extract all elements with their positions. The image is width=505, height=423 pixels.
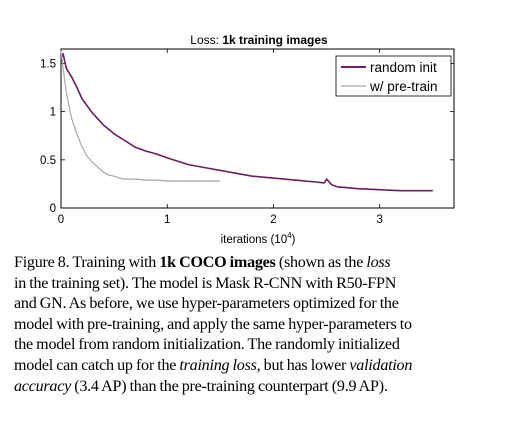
- x-axis: 0 1 2 3: [58, 49, 383, 226]
- caption-text: (shown as the: [275, 254, 367, 271]
- caption-italic-text: training loss: [179, 356, 257, 374]
- x-tick-label: 3: [376, 214, 382, 226]
- figure-caption: Figure 8. Training with 1k COCO images (…: [14, 253, 492, 397]
- plot-area: [60, 48, 455, 209]
- series-line-random-init: [60, 52, 433, 192]
- x-axis-label-close: ): [292, 234, 296, 246]
- caption-italic-text: loss: [366, 254, 391, 271]
- chart-title: Loss: 1k training images: [190, 33, 328, 47]
- caption-text: and GN. As before, we use hyper-paramete…: [14, 295, 399, 313]
- legend-box: [335, 55, 452, 97]
- y-tick-label: 0.5: [40, 155, 56, 167]
- caption-text: Figure 8. Training with: [14, 254, 160, 271]
- caption-italic-text: validation: [349, 356, 413, 374]
- x-tick-label: 0: [58, 214, 64, 226]
- x-axis-label-base: iterations (10: [221, 234, 287, 246]
- caption-italic-text: accuracy: [14, 377, 71, 395]
- x-tick-label: 1: [164, 214, 170, 226]
- caption-line: in the training set). The model is Mask …: [14, 274, 492, 295]
- caption-line: and GN. As before, we use hyper-paramete…: [14, 294, 492, 315]
- x-axis-label-exponent: 4: [287, 231, 292, 240]
- legend-label-random-init: random init: [370, 60, 437, 75]
- y-tick-label: 1.5: [40, 58, 56, 70]
- caption-bold-text: 1k COCO images: [159, 254, 276, 271]
- y-axis: 0 0.5 1 1.5: [40, 58, 454, 215]
- caption-text: model with pre-training, and apply the s…: [14, 315, 412, 333]
- series-layer: [60, 50, 433, 192]
- caption-line: the model from random initialization. Th…: [14, 335, 492, 356]
- caption-line: model can catch up for the training loss…: [14, 356, 492, 377]
- caption-line: accuracy (3.4 AP) than the pre-training …: [14, 377, 492, 398]
- x-tick-label: 2: [270, 214, 276, 226]
- caption-text: in the training set). The model is Mask …: [14, 274, 397, 292]
- caption-line: model with pre-training, and apply the s…: [14, 315, 492, 336]
- y-tick-label: 1: [50, 107, 56, 119]
- x-axis-label: iterations (104): [221, 231, 296, 246]
- chart-title-prefix: Loss:: [190, 33, 222, 47]
- y-tick-label: 0: [50, 203, 56, 215]
- caption-text: the model from random initialization. Th…: [14, 336, 400, 354]
- loss-chart-figure: Loss: 1k training images 0 0.5 1 1.5 0 1 2 3 r…: [40, 33, 455, 246]
- caption-text: (3.4 AP) than the pre-training counterpa…: [70, 377, 388, 395]
- caption-line: Figure 8. Training with 1k COCO images (…: [14, 253, 492, 274]
- legend-label-pre-train: w/ pre-train: [369, 79, 438, 94]
- legend: random init w/ pre-train: [335, 55, 452, 97]
- caption-text: model can catch up for the: [14, 356, 180, 374]
- chart-title-bold: 1k training images: [222, 33, 328, 47]
- caption-text: , but has lower: [256, 356, 350, 374]
- series-line-pre-train: [60, 50, 221, 182]
